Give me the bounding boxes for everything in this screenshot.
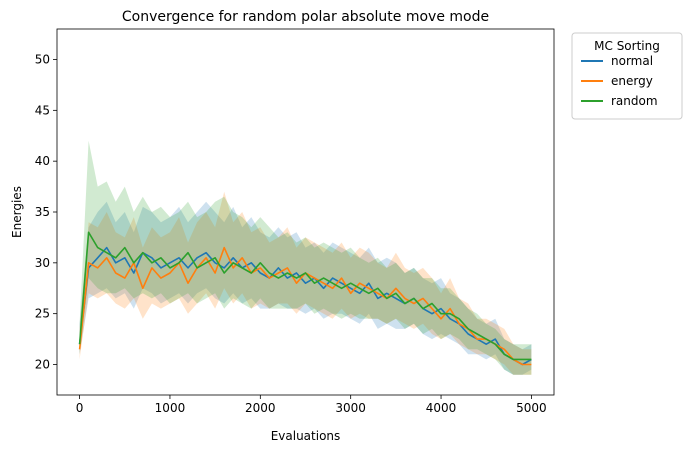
x-axis-ticks: 0 1000 2000 3000 4000 5000	[76, 395, 547, 415]
series-line-random	[78, 231, 532, 361]
y-axis-label: Energies	[10, 186, 24, 238]
y-tick-label: 40	[35, 154, 50, 168]
x-tick-label: 2000	[245, 401, 276, 415]
legend-label-energy: energy	[611, 74, 653, 88]
legend-label-random: random	[611, 94, 658, 108]
y-tick-label: 20	[35, 358, 50, 372]
y-tick-label: 30	[35, 256, 50, 270]
x-tick-label: 1000	[155, 401, 186, 415]
legend-box	[571, 32, 683, 120]
x-tick-label: 4000	[426, 401, 457, 415]
y-tick-label: 25	[35, 307, 50, 321]
confidence-band-random	[79, 140, 532, 375]
x-axis-label: Evaluations	[271, 429, 341, 443]
legend: MC Sorting normal energy random	[571, 32, 683, 120]
chart-title: Convergence for random polar absolute mo…	[122, 9, 489, 25]
confidence-band-normal	[79, 201, 532, 375]
y-tick-label: 50	[35, 53, 50, 67]
y-axis-ticks: 20 25 30 35 40 45 50	[35, 53, 57, 372]
y-tick-label: 45	[35, 103, 50, 117]
series-lines	[78, 231, 532, 366]
legend-title: MC Sorting	[594, 39, 660, 53]
x-tick-label: 0	[76, 401, 84, 415]
y-tick-label: 35	[35, 205, 50, 219]
legend-label-normal: normal	[611, 54, 653, 68]
x-tick-label: 3000	[335, 401, 366, 415]
x-tick-label: 5000	[516, 401, 547, 415]
